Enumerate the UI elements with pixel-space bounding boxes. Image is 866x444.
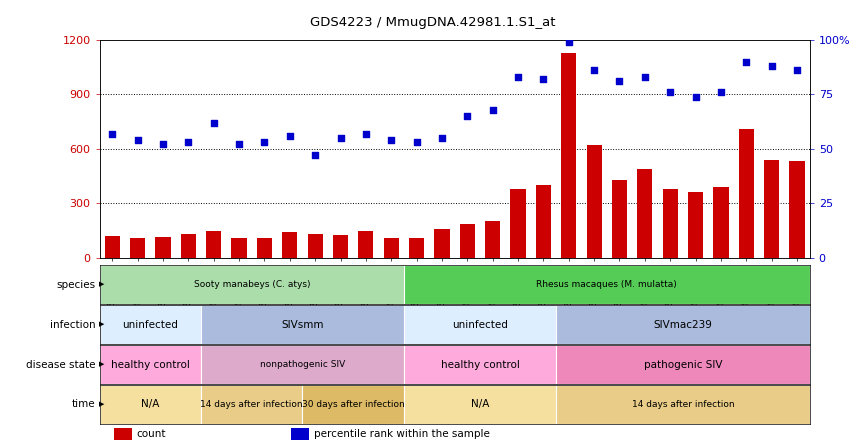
Text: percentile rank within the sample: percentile rank within the sample: [314, 429, 490, 439]
Bar: [333, 235, 348, 258]
Point: [663, 89, 677, 96]
Bar: [688, 192, 703, 258]
Text: Sooty manabeys (C. atys): Sooty manabeys (C. atys): [193, 280, 310, 289]
Bar: [384, 238, 399, 258]
Bar: [302, 385, 404, 424]
Bar: [556, 345, 810, 384]
Point: [612, 78, 626, 85]
Bar: [404, 265, 810, 304]
Bar: [561, 53, 577, 258]
Text: species: species: [56, 280, 95, 289]
Text: ▶: ▶: [99, 321, 104, 328]
Point: [181, 139, 195, 146]
Bar: [662, 189, 678, 258]
Bar: [291, 428, 309, 440]
Bar: [404, 385, 556, 424]
Text: ▶: ▶: [99, 281, 104, 288]
Bar: [100, 305, 201, 344]
Bar: [130, 238, 145, 258]
Bar: [206, 231, 222, 258]
Text: uninfected: uninfected: [122, 320, 178, 329]
Text: ▶: ▶: [99, 401, 104, 408]
Text: N/A: N/A: [471, 400, 489, 409]
Bar: [307, 234, 323, 258]
Bar: [556, 305, 810, 344]
Bar: [556, 385, 810, 424]
Point: [156, 141, 170, 148]
Bar: [257, 238, 272, 258]
Point: [410, 139, 423, 146]
Bar: [100, 345, 201, 384]
Point: [435, 135, 449, 142]
Bar: [201, 345, 404, 384]
Point: [461, 113, 475, 120]
Text: infection: infection: [49, 320, 95, 329]
Point: [333, 135, 347, 142]
Bar: [739, 129, 754, 258]
Bar: [637, 169, 652, 258]
Point: [638, 73, 652, 80]
Bar: [201, 305, 404, 344]
Point: [511, 73, 525, 80]
Text: healthy control: healthy control: [111, 360, 190, 369]
Bar: [612, 179, 627, 258]
Bar: [714, 187, 728, 258]
Point: [740, 58, 753, 65]
Bar: [404, 345, 556, 384]
Point: [536, 75, 550, 83]
Point: [283, 132, 297, 139]
Bar: [435, 230, 449, 258]
Bar: [536, 185, 551, 258]
Text: 14 days after infection: 14 days after infection: [200, 400, 303, 409]
Text: pathogenic SIV: pathogenic SIV: [643, 360, 722, 369]
Point: [765, 63, 779, 70]
Bar: [113, 428, 132, 440]
Bar: [282, 232, 297, 258]
Point: [106, 130, 120, 137]
Bar: [510, 189, 526, 258]
Text: disease state: disease state: [26, 360, 95, 369]
Bar: [359, 231, 373, 258]
Text: 30 days after infection: 30 days after infection: [302, 400, 404, 409]
Bar: [409, 238, 424, 258]
Bar: [181, 234, 196, 258]
Text: SIVsmm: SIVsmm: [281, 320, 324, 329]
Bar: [201, 385, 302, 424]
Bar: [485, 221, 501, 258]
Point: [562, 39, 576, 46]
Bar: [100, 265, 404, 304]
Bar: [105, 236, 120, 258]
Text: nonpathogenic SIV: nonpathogenic SIV: [260, 360, 346, 369]
Point: [587, 67, 601, 74]
Bar: [155, 237, 171, 258]
Text: count: count: [137, 429, 166, 439]
Point: [688, 93, 702, 100]
Point: [207, 119, 221, 126]
Point: [257, 139, 271, 146]
Text: SIVmac239: SIVmac239: [654, 320, 713, 329]
Text: 14 days after infection: 14 days after infection: [631, 400, 734, 409]
Bar: [586, 145, 602, 258]
Text: uninfected: uninfected: [452, 320, 508, 329]
Point: [790, 67, 804, 74]
Bar: [764, 160, 779, 258]
Text: N/A: N/A: [141, 400, 159, 409]
Point: [486, 106, 500, 113]
Point: [714, 89, 727, 96]
Bar: [460, 224, 475, 258]
Bar: [790, 162, 805, 258]
Point: [385, 136, 398, 143]
Bar: [404, 305, 556, 344]
Point: [308, 152, 322, 159]
Point: [232, 141, 246, 148]
Text: time: time: [72, 400, 95, 409]
Bar: [231, 238, 247, 258]
Text: healthy control: healthy control: [441, 360, 520, 369]
Text: Rhesus macaques (M. mulatta): Rhesus macaques (M. mulatta): [536, 280, 677, 289]
Bar: [100, 385, 201, 424]
Point: [359, 130, 372, 137]
Text: ▶: ▶: [99, 361, 104, 368]
Point: [131, 136, 145, 143]
Text: GDS4223 / MmugDNA.42981.1.S1_at: GDS4223 / MmugDNA.42981.1.S1_at: [310, 16, 556, 28]
